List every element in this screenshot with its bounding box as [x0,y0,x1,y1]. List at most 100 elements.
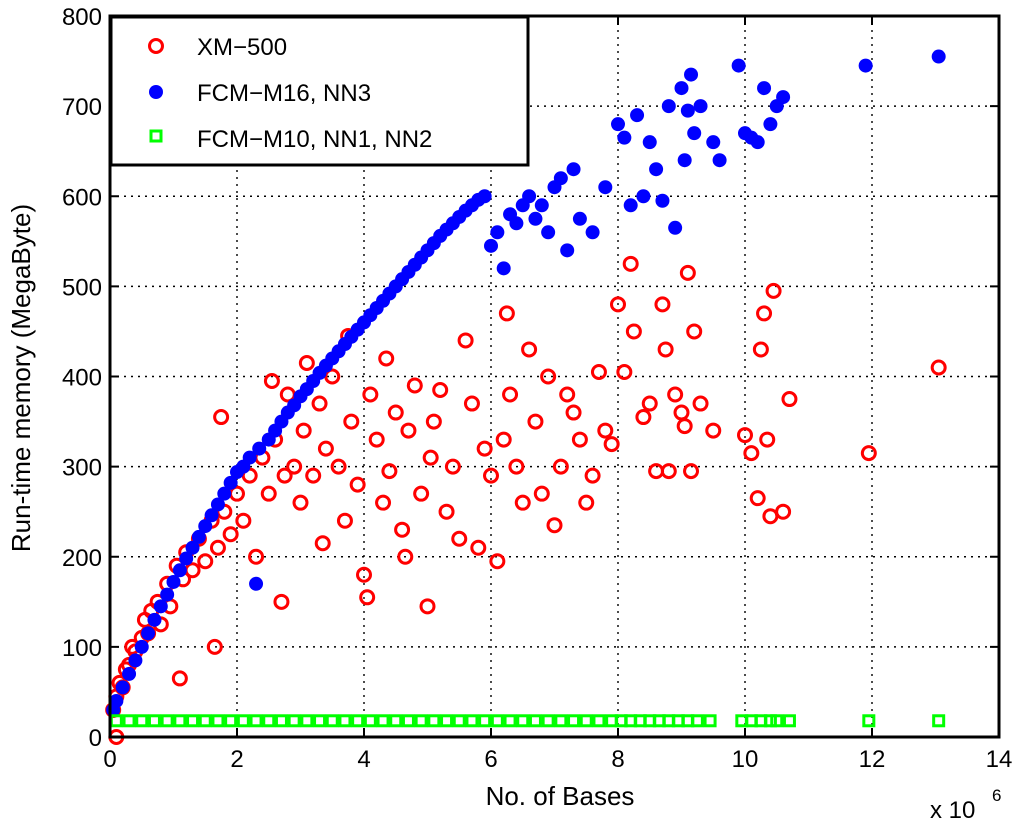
data-point [262,714,276,728]
data-point [122,666,137,681]
data-point [692,395,709,412]
data-point [641,395,658,412]
data-point [527,413,544,430]
data-point [387,404,404,421]
data-point [592,714,606,728]
data-point [749,490,766,507]
legend-entry-fcm-m10: FCM−M10, NN1, NN2 [149,126,432,153]
data-point [478,714,492,728]
data-point [470,539,487,556]
data-point [134,639,149,654]
data-point [516,714,530,728]
data-point [330,458,347,475]
data-point [147,612,162,627]
data-point [667,386,684,403]
data-point [457,332,474,349]
data-point [554,714,568,728]
data-point [617,130,632,145]
data-point [514,494,531,511]
data-point [541,714,555,728]
y-tick-label: 700 [62,94,102,121]
data-point [690,714,704,728]
data-point [528,714,542,728]
data-point [242,450,257,465]
data-point [737,427,753,444]
data-point [160,587,175,602]
data-point [440,714,454,728]
data-point [932,714,946,728]
data-point [598,180,613,195]
data-point [135,714,149,728]
data-point [432,382,449,399]
data-point [122,714,136,728]
data-point [763,117,778,132]
data-point [762,508,779,525]
data-point [743,445,760,462]
y-tick-label: 500 [62,274,102,301]
data-point [356,566,372,583]
data-point [680,103,695,118]
data-point [160,714,174,728]
data-point [679,264,696,281]
data-point [757,81,772,96]
data-point [522,189,537,204]
legend-label: XM−500 [197,34,287,61]
data-point [295,422,312,439]
data-point [235,512,252,529]
data-point [476,440,493,457]
data-point [781,391,798,408]
data-point [674,81,689,96]
data-point [673,404,690,421]
data-point [782,714,796,728]
data-point [498,305,515,322]
data-point [414,714,428,728]
legend-box [109,15,530,167]
y-tick-label: 400 [62,365,102,392]
data-point [349,476,366,493]
data-point [502,386,519,403]
data-point [185,540,200,555]
data-point [560,243,575,258]
data-point [496,261,511,276]
data-point [351,714,365,728]
data-point [376,714,390,728]
data-point [171,670,188,687]
data-point [654,296,671,313]
data-point [406,377,423,394]
tick-labels: 0 2 4 6 8 10 12 14 0 100 200 300 400 500 600 700 800 [62,4,1012,773]
data-point [209,539,226,556]
data-point [425,413,442,430]
data-point [585,225,600,240]
data-point [559,386,576,403]
data-point [677,153,692,168]
legend: XM−500 FCM−M16, NN3 FCM−M10, NN1, NN2 [109,15,530,167]
data-point [630,108,645,123]
legend-label: FCM−M16, NN3 [197,80,371,107]
data-point [534,198,549,213]
y-tick-label: 0 [89,725,102,752]
data-point [444,458,461,475]
data-point [571,431,588,448]
x-tick-label: 12 [859,746,886,773]
series-2 [109,714,946,728]
data-point [622,255,639,272]
data-point [325,714,339,728]
data-point [546,517,563,534]
data-point [147,714,161,728]
data-point [660,463,677,480]
data-point [712,153,727,168]
data-point [635,409,652,426]
data-point [706,135,721,150]
data-point [930,359,947,376]
data-point [109,693,124,708]
data-point [186,714,200,728]
data-point [451,530,468,547]
data-point [128,653,143,668]
data-point [305,467,322,484]
data-point [508,458,525,475]
data-point [317,440,334,457]
data-point [173,714,187,728]
x-multiplier-label: x 10 [930,797,975,824]
data-point [378,350,395,367]
data-point [413,485,430,502]
